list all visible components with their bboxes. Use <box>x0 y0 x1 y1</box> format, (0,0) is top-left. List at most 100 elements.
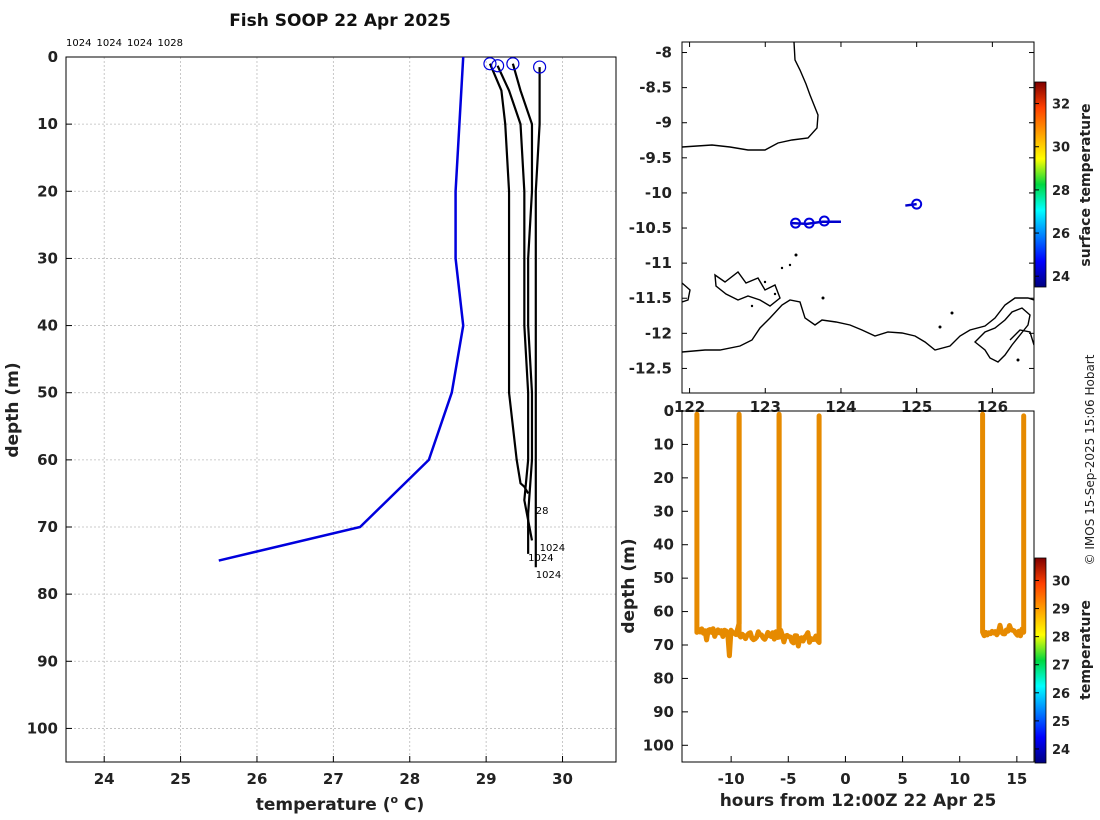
x-tick-label: 124 <box>825 398 856 416</box>
y-tick-label: 100 <box>27 719 58 737</box>
profile-x-ticks: 24 25 26 27 28 29 30 <box>94 756 573 788</box>
cast-end-label: 28 <box>536 506 549 517</box>
x-tick-label: 122 <box>674 398 705 416</box>
y-tick-label: -11.5 <box>629 289 672 307</box>
yo-yo-trace <box>776 411 822 649</box>
y-tick-label: 80 <box>37 585 58 603</box>
y-tick-label: -12 <box>645 324 672 342</box>
x-tick-label: 0 <box>840 770 850 788</box>
island <box>763 280 767 284</box>
y-tick-label: 40 <box>37 317 58 335</box>
coastline-east-inlet <box>1009 329 1034 346</box>
islands <box>750 253 1020 362</box>
surface-marker <box>490 59 505 73</box>
coastline-bays <box>973 307 1031 363</box>
colorbar-tick-label: 24 <box>1052 743 1070 758</box>
x-tick-label: 27 <box>323 770 344 788</box>
map-track <box>790 198 923 229</box>
colorbar-tick-label: 30 <box>1052 574 1070 589</box>
surface-marker <box>483 57 497 71</box>
x-tick-label: 5 <box>897 770 907 788</box>
y-tick-label: 50 <box>653 569 674 587</box>
profile-x-label-degree: o <box>391 793 399 806</box>
y-tick-label: 40 <box>653 536 674 554</box>
island <box>750 304 754 308</box>
y-tick-label: -9.5 <box>639 149 672 167</box>
x-tick-label: 24 <box>94 770 115 788</box>
timeseries-x-ticks: -10 -5 0 5 10 15 <box>718 756 1027 788</box>
coastline-timor <box>682 42 819 151</box>
y-tick-label: -10.5 <box>629 219 672 237</box>
x-tick-label: -5 <box>780 770 797 788</box>
yo-yo-trace <box>736 411 782 643</box>
colorbar-tick-label: 32 <box>1052 98 1070 113</box>
y-tick-label: 100 <box>643 736 674 754</box>
colorbar-tick-label: 25 <box>1052 715 1070 730</box>
surface-marker <box>506 57 520 71</box>
colorbar-tick-label: 27 <box>1052 659 1070 674</box>
colorbar-tick-label: 28 <box>1052 631 1070 646</box>
y-tick-label: 60 <box>37 451 58 469</box>
x-tick-label: 10 <box>949 770 970 788</box>
y-tick-label: 20 <box>653 469 674 487</box>
x-tick-label: -10 <box>718 770 745 788</box>
y-tick-label: 10 <box>37 115 58 133</box>
track-line <box>905 202 917 207</box>
y-tick-label: 70 <box>37 518 58 536</box>
island <box>794 253 798 257</box>
yo-yo-trace <box>980 411 1027 639</box>
timeseries-y-label: depth (m) <box>619 538 639 633</box>
map-colorbar-label: surface temperature <box>1078 103 1094 266</box>
y-tick-label: 50 <box>37 384 58 402</box>
x-tick-label: 125 <box>901 398 932 416</box>
timeseries-x-label: hours from 12:00Z 22 Apr 25 <box>720 791 997 811</box>
cast-end-label: 1024 <box>536 570 561 581</box>
timeseries-colorbar-ticks: 24 25 26 27 28 29 30 <box>1035 574 1070 758</box>
x-tick-label: 29 <box>476 770 497 788</box>
y-tick-label: 20 <box>37 182 58 200</box>
y-tick-label: -8 <box>655 44 672 62</box>
x-tick-label: 123 <box>750 398 781 416</box>
top-label: 1024 <box>97 38 122 49</box>
island <box>788 263 792 267</box>
x-tick-label: 15 <box>1006 770 1027 788</box>
cast-location-marker <box>803 217 815 229</box>
y-tick-label: 90 <box>37 652 58 670</box>
y-tick-label: -8.5 <box>639 79 672 97</box>
timeseries-colorbar <box>1034 557 1047 764</box>
y-tick-label: 0 <box>664 402 674 420</box>
profile-axes-box <box>65 56 617 763</box>
cast-location-marker <box>911 198 923 210</box>
profile-top-labels: 1024 1024 1024 1028 <box>66 38 183 49</box>
profile-grid <box>66 56 616 762</box>
x-tick-label: 26 <box>247 770 268 788</box>
cast-profile-line <box>488 63 530 494</box>
profile-x-label-unit: C) <box>398 795 424 815</box>
surface-marker <box>533 60 547 74</box>
figure-title: Fish SOOP 22 Apr 2025 <box>229 11 451 31</box>
yo-yo-trace <box>694 411 742 659</box>
cast-profile-line <box>534 67 541 568</box>
map-y-ticks: -8 -8.5 -9 -9.5 -10 -10.5 -11 -11.5 -12 -12.5 <box>629 44 1034 377</box>
y-tick-label: 0 <box>48 48 58 66</box>
timeseries-panel: -10 -5 0 5 10 15 0 10 20 30 40 50 60 70 80 90 100 hours… <box>619 402 1094 811</box>
timeseries-axes-box <box>681 410 1035 763</box>
y-tick-label: -12.5 <box>629 359 672 377</box>
map-colorbar-ticks: 24 26 28 30 32 <box>1035 98 1070 285</box>
reference-profile-line <box>218 57 465 562</box>
map-axes-box <box>681 41 1035 394</box>
colorbar-tick-label: 26 <box>1052 227 1070 242</box>
timeseries-colorbar-label: temperature <box>1078 600 1094 700</box>
x-tick-label: 30 <box>552 770 573 788</box>
y-tick-label: 10 <box>653 435 674 453</box>
timeseries-dots <box>694 411 1027 659</box>
cast-location-marker <box>790 217 802 229</box>
top-label: 1028 <box>158 38 183 49</box>
island <box>780 266 784 270</box>
coastline-kimberley-inlets <box>714 271 781 307</box>
y-tick-label: -10 <box>645 184 672 202</box>
cast-end-label: 1024 <box>528 553 553 564</box>
map-panel: 122 123 124 125 126 -8-8.5-9-9.5-10-10.5-11-… <box>629 41 1094 416</box>
coastline-australia <box>682 297 1034 353</box>
